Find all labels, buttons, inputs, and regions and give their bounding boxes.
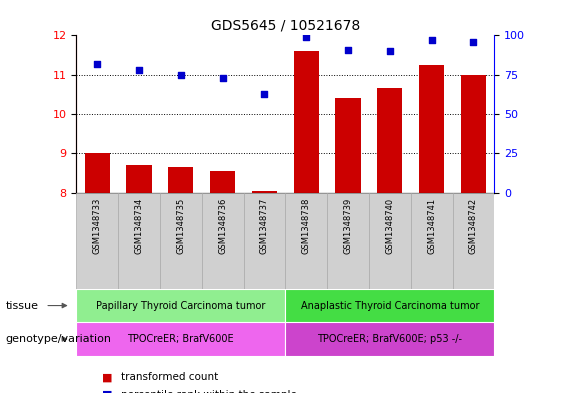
- Text: ■: ■: [102, 390, 112, 393]
- Bar: [202, 193, 244, 289]
- Bar: [244, 193, 285, 289]
- Text: GSM1348738: GSM1348738: [302, 197, 311, 254]
- Bar: [377, 88, 402, 193]
- Bar: [453, 193, 494, 289]
- Point: [344, 46, 353, 53]
- Bar: [76, 193, 118, 289]
- Text: TPOCreER; BrafV600E: TPOCreER; BrafV600E: [128, 334, 234, 344]
- Bar: [76, 322, 285, 356]
- Bar: [160, 193, 202, 289]
- Text: ■: ■: [102, 372, 112, 382]
- Text: TPOCreER; BrafV600E; p53 -/-: TPOCreER; BrafV600E; p53 -/-: [318, 334, 462, 344]
- Text: GSM1348741: GSM1348741: [427, 197, 436, 253]
- Text: genotype/variation: genotype/variation: [6, 334, 112, 344]
- Text: GSM1348736: GSM1348736: [218, 197, 227, 254]
- Bar: [118, 193, 160, 289]
- Bar: [461, 75, 486, 193]
- Text: GSM1348734: GSM1348734: [134, 197, 144, 253]
- Bar: [285, 322, 494, 356]
- Text: transformed count: transformed count: [121, 372, 219, 382]
- Point: [218, 75, 227, 81]
- Text: GSM1348733: GSM1348733: [93, 197, 102, 254]
- Text: GSM1348740: GSM1348740: [385, 197, 394, 253]
- Bar: [419, 65, 444, 193]
- Bar: [369, 193, 411, 289]
- Text: GSM1348735: GSM1348735: [176, 197, 185, 253]
- Text: Anaplastic Thyroid Carcinoma tumor: Anaplastic Thyroid Carcinoma tumor: [301, 301, 479, 310]
- Point: [302, 34, 311, 40]
- Text: GSM1348737: GSM1348737: [260, 197, 269, 254]
- Bar: [411, 193, 453, 289]
- Bar: [210, 171, 235, 193]
- Point: [176, 72, 185, 78]
- Bar: [85, 153, 110, 193]
- Text: percentile rank within the sample: percentile rank within the sample: [121, 390, 297, 393]
- Bar: [336, 98, 360, 193]
- Point: [134, 67, 144, 73]
- Point: [427, 37, 436, 43]
- Text: GSM1348742: GSM1348742: [469, 197, 478, 253]
- Bar: [76, 289, 285, 322]
- Bar: [294, 51, 319, 193]
- Title: GDS5645 / 10521678: GDS5645 / 10521678: [211, 19, 360, 33]
- Bar: [252, 191, 277, 193]
- Bar: [168, 167, 193, 193]
- Point: [260, 90, 269, 97]
- Text: Papillary Thyroid Carcinoma tumor: Papillary Thyroid Carcinoma tumor: [96, 301, 266, 310]
- Text: GSM1348739: GSM1348739: [344, 197, 353, 253]
- Point: [385, 48, 394, 54]
- Point: [93, 61, 102, 67]
- Point: [469, 39, 478, 45]
- Bar: [285, 193, 327, 289]
- Text: tissue: tissue: [6, 301, 38, 310]
- Bar: [127, 165, 151, 193]
- Bar: [285, 289, 494, 322]
- Bar: [327, 193, 369, 289]
